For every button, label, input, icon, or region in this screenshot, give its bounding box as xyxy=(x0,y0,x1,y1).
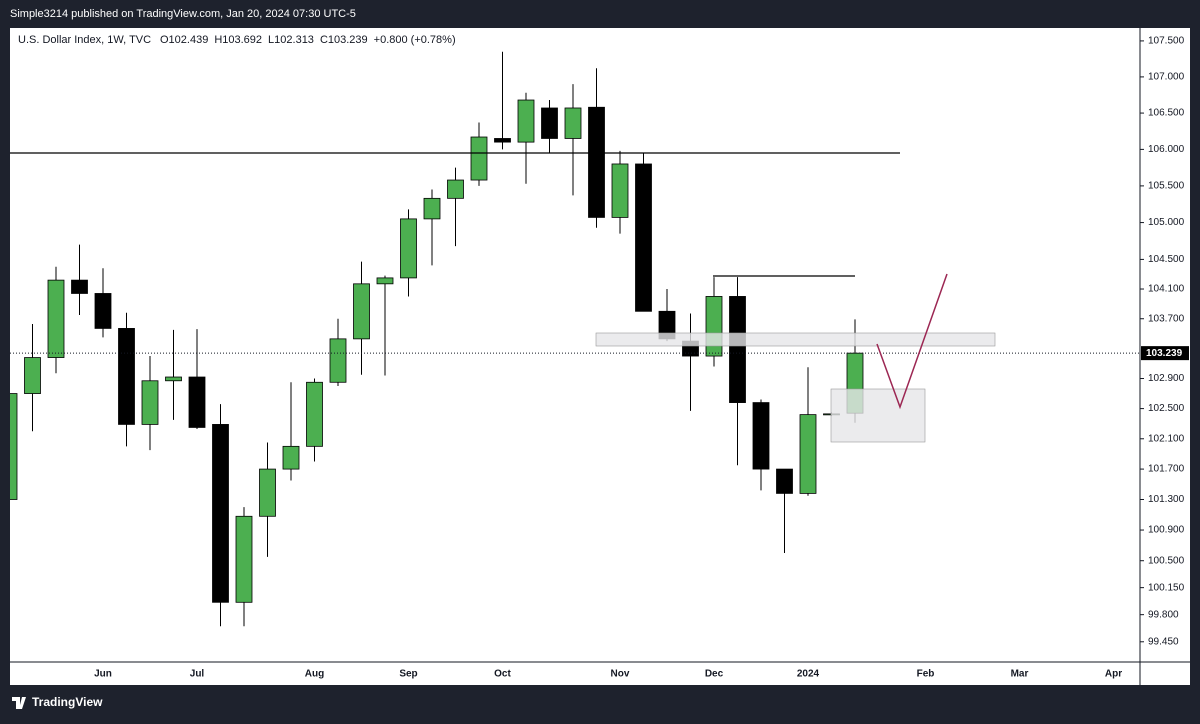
candle-body xyxy=(423,197,441,220)
candle-body xyxy=(517,99,535,143)
legend-value: C103.239 xyxy=(320,34,368,46)
y-tick-label: 99.450 xyxy=(1148,636,1179,647)
candle-body xyxy=(799,414,817,494)
y-tick-label: 105.500 xyxy=(1148,181,1185,192)
legend-value: H103.692 xyxy=(214,34,262,46)
candle-body xyxy=(705,296,723,357)
y-tick-label: 106.500 xyxy=(1148,108,1185,119)
candle-body xyxy=(188,376,206,428)
candle-body xyxy=(376,277,394,285)
x-tick-label: Oct xyxy=(494,669,511,680)
y-tick-label: 104.100 xyxy=(1148,284,1185,295)
demand-box xyxy=(830,388,926,443)
candle-body xyxy=(10,393,18,500)
x-tick-label: Jun xyxy=(94,669,112,680)
x-tick-label: Nov xyxy=(611,669,630,680)
y-tick-label: 100.900 xyxy=(1148,525,1185,536)
y-tick-label: 102.100 xyxy=(1148,433,1185,444)
candle-body xyxy=(282,445,300,470)
candle-body xyxy=(353,283,370,340)
legend-value: L102.313 xyxy=(268,34,314,46)
candle-body xyxy=(564,107,582,139)
candle-body xyxy=(494,138,511,143)
candle-body xyxy=(71,279,88,294)
brand: TradingView xyxy=(32,695,103,709)
chart-title: U.S. Dollar Index, 1W, TVC xyxy=(18,34,151,46)
last-price-tag xyxy=(1141,346,1189,361)
candle-body xyxy=(611,163,629,218)
y-tick-label: 105.000 xyxy=(1148,217,1185,228)
y-tick-label: 103.700 xyxy=(1148,313,1185,324)
candle-body xyxy=(94,293,112,329)
candle-body xyxy=(24,357,41,394)
x-tick-label: Jul xyxy=(190,669,205,680)
x-tick-label: 2024 xyxy=(797,669,820,680)
candle-body xyxy=(329,338,347,383)
x-tick-label: Feb xyxy=(917,669,935,680)
y-tick-label: 107.500 xyxy=(1148,36,1185,47)
y-tick-label: 101.300 xyxy=(1148,494,1185,505)
y-tick-label: 100.500 xyxy=(1148,555,1185,566)
publisher: Simple3214 published on TradingView.com,… xyxy=(10,8,356,20)
candle-body xyxy=(47,279,65,358)
candle-body xyxy=(165,376,182,382)
candle-body xyxy=(141,380,159,425)
candle-body xyxy=(752,402,770,470)
x-tick-label: Dec xyxy=(705,669,724,680)
candle-body xyxy=(212,424,229,603)
candle-body xyxy=(635,163,652,312)
y-tick-label: 100.150 xyxy=(1148,582,1185,593)
candle-body xyxy=(306,381,323,447)
y-tick-label: 102.500 xyxy=(1148,403,1185,414)
candle-body xyxy=(541,107,558,139)
candle-body xyxy=(235,515,253,603)
candle-body xyxy=(776,468,793,494)
y-tick-label: 104.500 xyxy=(1148,254,1185,265)
y-tick-label: 102.900 xyxy=(1148,373,1185,384)
zone-box xyxy=(595,332,996,347)
y-tick-label: 106.000 xyxy=(1148,144,1185,155)
legend-value: O102.439 xyxy=(160,34,208,46)
candle-body xyxy=(400,218,417,279)
x-tick-label: Sep xyxy=(399,669,417,680)
x-tick-label: Aug xyxy=(305,669,324,680)
x-tick-label: Apr xyxy=(1105,669,1122,680)
candle-body xyxy=(259,468,276,517)
legend-value: +0.800 (+0.78%) xyxy=(374,34,456,46)
candle-body xyxy=(118,328,135,425)
ohlc-legend: O102.439 H103.692 L102.313 C103.239 +0.800 (… xyxy=(160,34,456,46)
y-tick-label: 99.800 xyxy=(1148,609,1179,620)
candle-body xyxy=(729,296,746,403)
candle-body xyxy=(447,179,464,199)
x-tick-label: Mar xyxy=(1011,669,1029,680)
drawings xyxy=(10,152,996,443)
projection-path xyxy=(876,273,948,410)
logo xyxy=(12,697,26,709)
candle-body xyxy=(470,136,488,181)
y-tick-label: 101.700 xyxy=(1148,464,1185,475)
last-price-label: 103.239 xyxy=(1146,348,1183,359)
y-tick-label: 107.000 xyxy=(1148,72,1185,83)
candle-body xyxy=(588,106,605,218)
footer: TradingView xyxy=(12,695,103,709)
